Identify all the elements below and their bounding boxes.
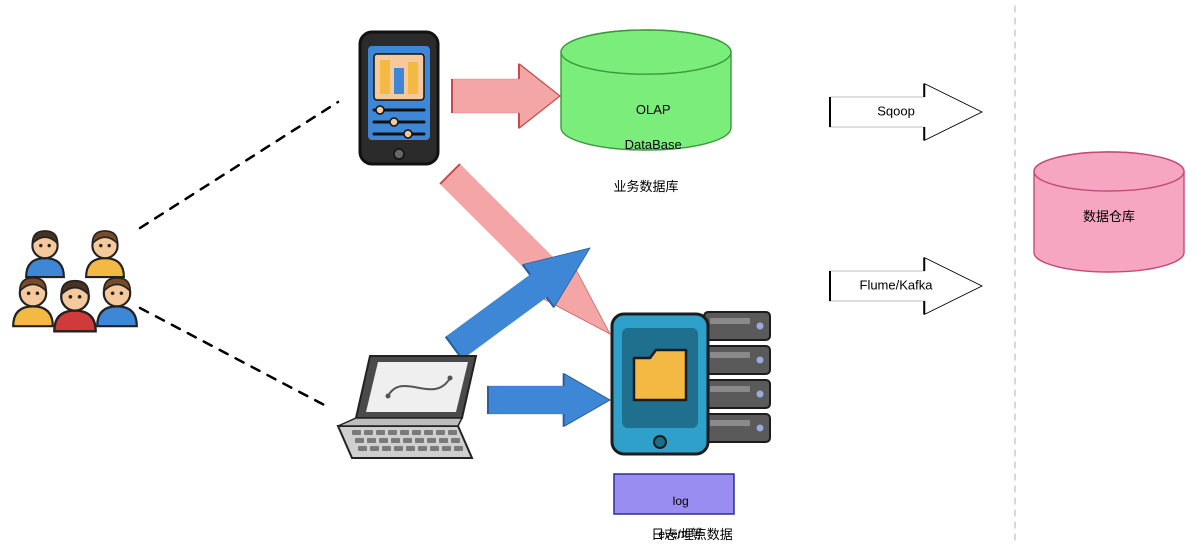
dw-label: 数据仓库 <box>1034 208 1184 226</box>
diagram-canvas: Sqoop Flume/Kafka OLAP DataBase 业务数据库 数据仓… <box>0 0 1198 552</box>
olap-label: OLAP DataBase <box>561 83 731 171</box>
olap-label-line1: OLAP <box>636 102 671 117</box>
file-server-icon <box>612 312 770 454</box>
dashed-connectors <box>140 102 338 408</box>
log-box-line1: log <box>673 494 689 508</box>
smartphone-icon <box>360 32 438 164</box>
olap-caption: 业务数据库 <box>561 178 731 196</box>
arrow-label: Sqoop <box>877 103 915 118</box>
laptop-icon <box>338 356 476 458</box>
labeled-arrows: Sqoop Flume/Kafka <box>830 84 982 315</box>
arrow-label: Flume/Kafka <box>860 277 934 292</box>
olap-label-line2: DataBase <box>625 137 682 152</box>
log-server-caption: 日志/埋点数据 <box>592 526 792 544</box>
users-icon <box>13 231 137 331</box>
